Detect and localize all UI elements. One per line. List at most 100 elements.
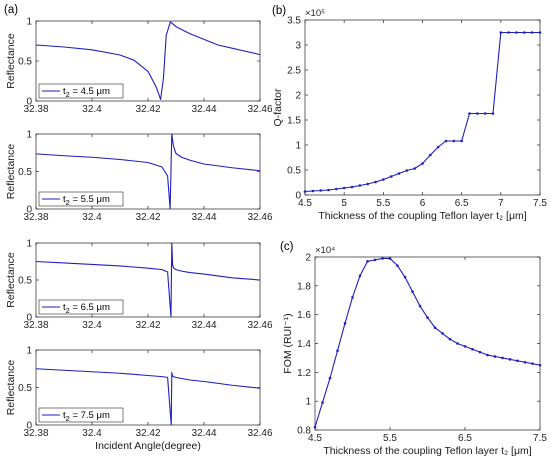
data-point bbox=[336, 349, 339, 353]
data-point bbox=[373, 258, 377, 262]
data-point bbox=[471, 347, 474, 351]
data-point bbox=[436, 145, 440, 149]
x-tick-label: 32.38 bbox=[23, 428, 48, 439]
data-point bbox=[523, 360, 527, 364]
data-point bbox=[319, 189, 322, 192]
x-tick-label: 32.46 bbox=[247, 212, 272, 223]
data-point bbox=[358, 274, 362, 278]
y-tick-label: 3 bbox=[295, 41, 301, 52]
axes-frame bbox=[304, 19, 541, 196]
x-tick-label: 32.44 bbox=[191, 212, 216, 223]
x-tick-label: 32.38 bbox=[23, 212, 48, 223]
x-tick-label: 7.5 bbox=[533, 433, 547, 444]
exponent-label: ×10⁵ bbox=[305, 8, 325, 19]
series-line bbox=[35, 21, 261, 100]
data-point bbox=[321, 401, 324, 404]
legend-box bbox=[38, 83, 124, 99]
data-point bbox=[429, 153, 432, 157]
x-tick-label: 6 bbox=[420, 198, 426, 209]
data-point bbox=[491, 112, 495, 115]
series-line bbox=[314, 257, 541, 428]
y-tick-label: 0 bbox=[26, 421, 32, 432]
legend-label-var: t bbox=[63, 410, 66, 421]
data-point bbox=[311, 189, 315, 193]
data-point bbox=[358, 184, 362, 187]
y-tick-label: 0 bbox=[26, 313, 32, 324]
x-tick-label: 7.5 bbox=[533, 198, 547, 209]
data-point bbox=[413, 167, 416, 170]
legend-label: t2 = 5.5 μm bbox=[63, 194, 110, 207]
data-point bbox=[486, 353, 489, 357]
legend-label-value: = 7.5 μm bbox=[70, 410, 110, 421]
y-tick-label: 0.5 bbox=[18, 276, 32, 287]
data-point bbox=[531, 362, 534, 365]
data-point bbox=[411, 290, 414, 293]
y-axis-label: Reflectance bbox=[5, 252, 17, 308]
data-point bbox=[421, 162, 424, 165]
data-point bbox=[444, 139, 448, 143]
y-axis-label: FOM (RUI⁻¹) bbox=[282, 313, 294, 373]
legend-label: t2 = 4.5 μm bbox=[63, 86, 110, 99]
data-point bbox=[381, 257, 384, 260]
y-tick-label: 0.5 bbox=[18, 167, 32, 178]
panel-label-b: (b) bbox=[272, 5, 286, 17]
data-point bbox=[507, 31, 510, 34]
x-axis-label: Thickness of the coupling Teflon layer t… bbox=[318, 210, 526, 222]
data-point bbox=[433, 326, 437, 329]
y-tick-label: 1.2 bbox=[297, 368, 311, 379]
x-tick-label: 5.5 bbox=[383, 433, 397, 444]
data-point bbox=[366, 182, 369, 186]
data-point bbox=[382, 178, 385, 181]
y-tick-label: 0.5 bbox=[18, 57, 32, 68]
x-tick-label: 6.5 bbox=[458, 433, 472, 444]
y-tick-label: 3.5 bbox=[287, 16, 301, 27]
axes-frame bbox=[314, 256, 541, 431]
x-tick-label: 5.5 bbox=[376, 198, 390, 209]
panel-label-c: (c) bbox=[280, 241, 294, 253]
y-axis-label: Reflectance bbox=[5, 33, 17, 89]
series-line bbox=[35, 368, 261, 426]
y-tick-label: 0.5 bbox=[287, 166, 301, 177]
data-point bbox=[303, 190, 307, 193]
data-point bbox=[516, 359, 519, 363]
chart-5: 4.5 5 5.5 6 6.5 7 7.5 0 0.5 1 1.5 2 2.5 3 3.5 Q-factor T… bbox=[272, 8, 547, 222]
x-tick-label: 32.42 bbox=[135, 104, 160, 115]
y-tick-label: 2 bbox=[305, 253, 311, 264]
y-axis-label: Q-factor bbox=[272, 88, 284, 126]
data-point bbox=[508, 358, 512, 361]
data-point bbox=[463, 345, 467, 348]
y-tick-label: 0.8 bbox=[297, 426, 311, 437]
x-axis-label: Incident Angle(degree) bbox=[95, 440, 201, 452]
legend-box bbox=[38, 299, 124, 315]
x-tick-label: 4.5 bbox=[308, 433, 322, 444]
x-tick-label: 32.4 bbox=[82, 320, 102, 331]
y-tick-label: 1 bbox=[26, 239, 32, 250]
legend: t2 = 4.5 μm bbox=[38, 83, 124, 99]
x-tick-label: 32.44 bbox=[191, 320, 216, 331]
x-tick-label: 32.4 bbox=[82, 212, 102, 223]
y-axis-label: Reflectance bbox=[5, 360, 17, 416]
legend: t2 = 6.5 μm bbox=[38, 299, 124, 315]
legend-label: t2 = 7.5 μm bbox=[63, 410, 110, 423]
data-point bbox=[351, 296, 354, 299]
x-tick-label: 32.38 bbox=[23, 320, 48, 331]
legend-label-sub: 2 bbox=[66, 306, 70, 315]
data-point bbox=[441, 332, 444, 335]
x-tick-label: 32.46 bbox=[247, 104, 272, 115]
legend: t2 = 5.5 μm bbox=[38, 191, 124, 207]
plot-area: 32.38 32.4 32.42 32.44 32.4600.51Reflectance… bbox=[5, 8, 547, 457]
y-tick-label: 1.6 bbox=[297, 310, 311, 321]
x-tick-label: 5 bbox=[341, 198, 347, 209]
chart-3: 32.38 32.4 32.42 32.44 32.46 0 0.5 1 Reflectance… bbox=[5, 239, 273, 332]
y-tick-label: 2 bbox=[295, 91, 301, 102]
data-point bbox=[366, 260, 369, 263]
x-tick-label: 32.4 bbox=[82, 428, 102, 439]
x-tick-label: 32.44 bbox=[191, 104, 216, 115]
y-tick-label: 1 bbox=[305, 397, 311, 408]
data-point bbox=[403, 275, 407, 279]
legend-box bbox=[38, 407, 124, 423]
data-point bbox=[476, 112, 479, 115]
legend-label: t2 = 6.5 μm bbox=[63, 302, 110, 315]
data-point bbox=[328, 376, 332, 380]
